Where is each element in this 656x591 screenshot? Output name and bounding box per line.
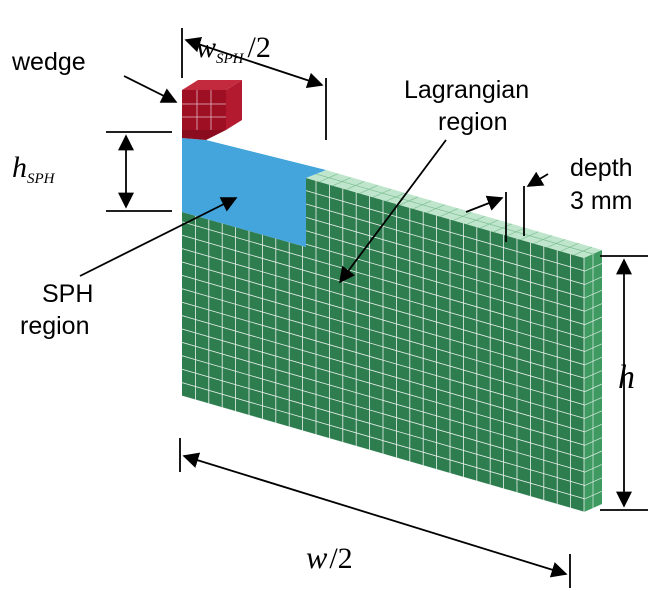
wedge-front-face (182, 90, 226, 130)
mesh-grid-front (181, 180, 585, 513)
lagrangian-label-line2: region (438, 108, 508, 136)
w-sph-dimension: wSPH/2 (181, 28, 327, 140)
wedge-callout: wedge (11, 48, 178, 103)
depth-label-line1: depth (570, 154, 633, 182)
wedge-tip (182, 130, 226, 140)
lagrangian-callout: Lagrangian region (339, 76, 529, 284)
mesh-grid-side (583, 254, 603, 508)
h-dimension: h (600, 255, 648, 511)
sph-callout: SPH region (20, 197, 238, 340)
w-sph-label: wSPH/2 (196, 31, 271, 67)
depth-label-line2: 3 mm (570, 187, 633, 215)
w-dimension: w/2 (179, 438, 571, 588)
h-sph-label: hSPH (12, 151, 56, 187)
wedge-block (182, 80, 242, 140)
sph-label-line1: SPH (42, 280, 93, 308)
mesh-grid-top (315, 173, 594, 256)
depth-dimension: depth 3 mm (465, 154, 633, 242)
sph-label-line2: region (20, 312, 90, 340)
sph-region (182, 138, 326, 247)
w-label: w/2 (306, 539, 353, 575)
wedge-label: wedge (11, 48, 86, 76)
lagrangian-label-line1: Lagrangian (404, 76, 529, 104)
wedge-side-face (226, 80, 242, 130)
lagrangian-block (181, 170, 603, 513)
h-sph-dimension: hSPH (12, 131, 172, 212)
h-label: h (618, 359, 635, 396)
